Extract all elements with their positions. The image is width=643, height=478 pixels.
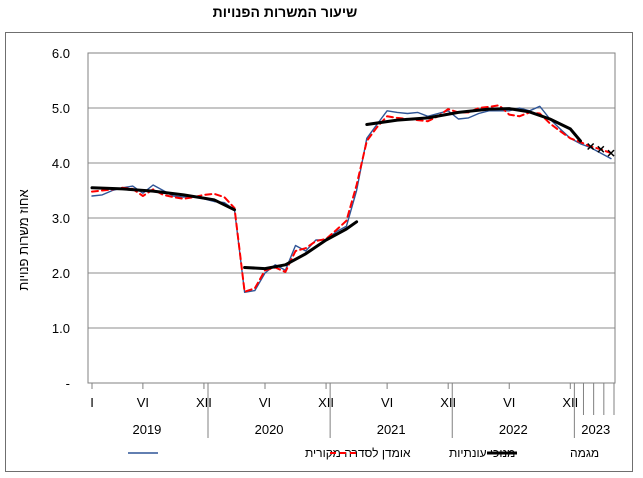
series-layer xyxy=(90,104,615,293)
y-tick-label: 3.0 xyxy=(52,211,70,226)
x-tick-label: XII xyxy=(196,395,212,410)
x-tick-label: I xyxy=(90,395,94,410)
x-tick-label: XII xyxy=(318,395,334,410)
plot-border xyxy=(87,52,616,384)
x-tick-label: XII xyxy=(562,395,578,410)
year-label: 2023 xyxy=(581,422,610,437)
y-tick-label: 1.0 xyxy=(52,321,70,336)
legend-label-3: מגמה xyxy=(570,446,599,460)
y-tick-label: 5.0 xyxy=(52,101,70,116)
series-line-3 xyxy=(90,186,236,212)
chart-frame xyxy=(5,32,633,472)
year-label: 2019 xyxy=(132,422,161,437)
x-tick-label: VI xyxy=(381,395,393,410)
data-point-marker xyxy=(607,149,615,157)
series-line-3 xyxy=(243,220,359,271)
x-tick-label: VI xyxy=(137,395,149,410)
legend-label-2: מנוכי עונתיות xyxy=(449,446,515,460)
year-label: 2022 xyxy=(499,422,528,437)
series-line-3 xyxy=(365,107,582,143)
series-line-2 xyxy=(91,104,612,293)
chart-title: שיעור המשרות הפנויות xyxy=(212,4,358,20)
data-point-marker xyxy=(587,142,595,151)
year-label: 2020 xyxy=(255,422,284,437)
data-point-marker xyxy=(597,145,605,153)
x-tick-label: XII xyxy=(440,395,456,410)
y-tick-label: 2.0 xyxy=(52,266,70,281)
x-tick-label: VI xyxy=(503,395,515,410)
y-tick-label: - xyxy=(66,376,70,391)
x-tick-label: VI xyxy=(259,395,271,410)
legend: אומדן לסדרה מקורית מנוכי עונתיות מגמה xyxy=(128,446,599,460)
series-line-1 xyxy=(91,105,612,293)
y-tick-label: 4.0 xyxy=(52,156,70,171)
year-label: 2021 xyxy=(377,422,406,437)
axes: - 1.0 2.0 3.0 4.0 5.0 6.0 I VI XII VI XII VI XII VI XII… xyxy=(52,46,616,438)
legend-label-1: אומדן לסדרה מקורית xyxy=(305,446,411,460)
y-tick-label: 6.0 xyxy=(52,46,70,61)
y-axis-label: אחוז משרות פנויות xyxy=(16,189,31,290)
